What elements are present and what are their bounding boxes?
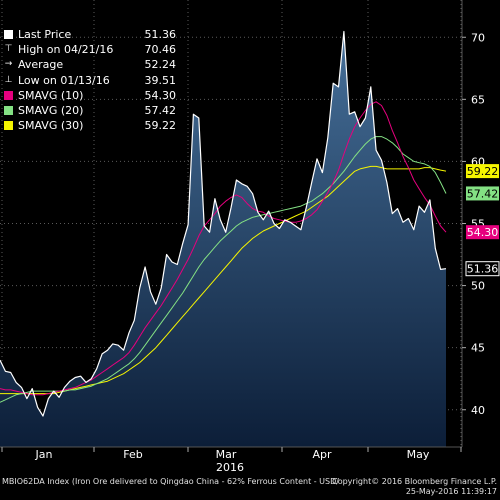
y-tick-label: 70 bbox=[471, 31, 485, 44]
x-tick-label: Apr bbox=[312, 448, 332, 461]
legend-item: SMAVG (20) 57.42 bbox=[4, 103, 176, 118]
x-tick-label: May bbox=[407, 448, 430, 461]
y-tick-label: 45 bbox=[471, 342, 485, 355]
last-value-box: 51.36 bbox=[465, 261, 500, 277]
legend-item: → Average 52.24 bbox=[4, 57, 176, 72]
smavg-30-line bbox=[0, 165, 447, 395]
legend-label: High on 04/21/16 bbox=[18, 43, 114, 57]
legend-label: Last Price bbox=[18, 28, 72, 41]
series-lines bbox=[0, 30, 447, 417]
footer-timestamp: 25-May-2016 11:39:17 bbox=[405, 487, 497, 496]
last-value-label: 57.42 bbox=[467, 187, 499, 200]
last-value-boxes: 59.22 57.42 54.30 51.36 bbox=[465, 164, 500, 277]
x-axis: Jan Feb Mar Apr May 2016 bbox=[1, 447, 462, 474]
x-year-label: 2016 bbox=[216, 461, 244, 474]
legend: Last Price 51.36 ⊤ High on 04/21/16 70.46 → Av… bbox=[4, 27, 176, 133]
legend-label: SMAVG (10) bbox=[18, 88, 84, 102]
legend-value: 51.36 bbox=[144, 28, 177, 41]
last-value-box: 57.42 bbox=[466, 186, 499, 201]
average-marker-icon: → bbox=[4, 59, 13, 70]
last-value-label: 59.22 bbox=[467, 165, 499, 178]
footer: MBIO62DA Index (Iron Ore delivered to Qi… bbox=[0, 473, 500, 500]
last-price-area bbox=[0, 31, 446, 447]
square-marker-icon bbox=[4, 90, 13, 100]
legend-item: ⊤ High on 04/21/16 70.46 bbox=[4, 42, 176, 57]
footer-copyright: Copyright© 2016 Bloomberg Finance L.P. 2… bbox=[332, 477, 497, 497]
legend-value: 70.46 bbox=[144, 43, 177, 57]
legend-label: Average bbox=[18, 58, 64, 72]
legend-item: Last Price 51.36 bbox=[4, 27, 176, 42]
legend-label: Low on 01/13/16 bbox=[18, 73, 110, 87]
square-marker-icon bbox=[4, 106, 13, 116]
legend-value: 52.24 bbox=[144, 58, 177, 72]
smavg-20-line bbox=[0, 136, 447, 403]
legend-item: ⊥ Low on 01/13/16 39.51 bbox=[4, 73, 176, 88]
legend-value: 57.42 bbox=[144, 103, 177, 117]
high-marker-icon: ⊤ bbox=[4, 44, 13, 55]
legend-label: SMAVG (30) bbox=[18, 119, 84, 133]
x-tick-label: Mar bbox=[216, 448, 237, 461]
footer-copyright-line: Copyright© 2016 Bloomberg Finance L.P. bbox=[332, 477, 497, 486]
low-marker-icon: ⊥ bbox=[4, 74, 13, 85]
y-tick-label: 50 bbox=[471, 280, 485, 293]
last-value-label: 54.30 bbox=[467, 226, 499, 239]
y-tick-label: 65 bbox=[471, 93, 485, 106]
square-marker-icon bbox=[4, 30, 13, 40]
last-value-box: 54.30 bbox=[466, 225, 499, 240]
last-value-label: 51.36 bbox=[467, 263, 499, 276]
y-tick-label: 40 bbox=[471, 404, 485, 417]
x-tick-label: Jan bbox=[35, 448, 53, 461]
legend-value: 39.51 bbox=[144, 73, 177, 87]
footer-security-description: MBIO62DA Index (Iron Ore delivered to Qi… bbox=[2, 477, 339, 486]
last-value-box: 59.22 bbox=[466, 164, 499, 179]
square-marker-icon bbox=[4, 121, 13, 131]
legend-item: SMAVG (10) 54.30 bbox=[4, 88, 176, 103]
x-tick-label: Feb bbox=[123, 448, 142, 461]
legend-value: 59.22 bbox=[144, 119, 177, 133]
legend-value: 54.30 bbox=[144, 88, 177, 102]
legend-label: SMAVG (20) bbox=[18, 103, 84, 117]
last-price-line bbox=[0, 30, 447, 417]
legend-item: SMAVG (30) 59.22 bbox=[4, 118, 176, 133]
